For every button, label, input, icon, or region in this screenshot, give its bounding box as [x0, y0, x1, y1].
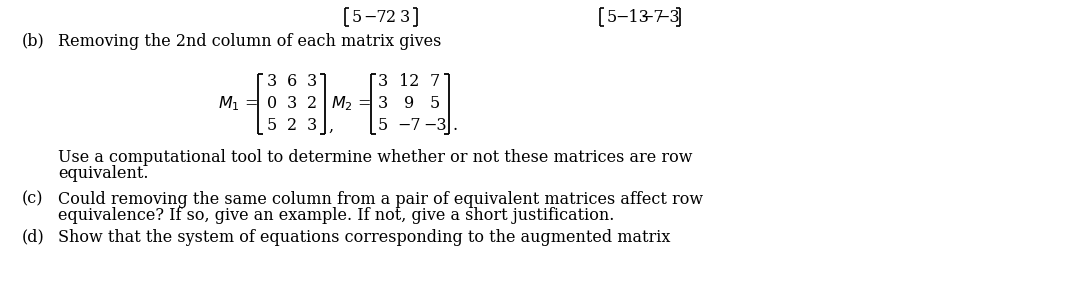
- Text: 3: 3: [400, 8, 410, 25]
- Text: 2: 2: [287, 118, 298, 135]
- Text: equivalence? If so, give an example. If not, give a short justification.: equivalence? If so, give an example. If …: [58, 208, 614, 225]
- Text: 7: 7: [430, 74, 440, 91]
- Text: equivalent.: equivalent.: [58, 164, 149, 181]
- Text: =: =: [244, 95, 258, 112]
- Text: 5: 5: [607, 8, 617, 25]
- Text: Could removing the same column from a pair of equivalent matrices affect row: Could removing the same column from a pa…: [58, 190, 703, 208]
- Text: −7: −7: [363, 8, 387, 25]
- Text: 3: 3: [307, 74, 317, 91]
- Text: 3: 3: [307, 118, 317, 135]
- Text: −7: −7: [397, 118, 420, 135]
- Text: 3: 3: [267, 74, 277, 91]
- Text: Removing the 2nd column of each matrix gives: Removing the 2nd column of each matrix g…: [58, 33, 441, 50]
- Text: 3: 3: [287, 95, 298, 112]
- Text: 5: 5: [267, 118, 277, 135]
- Text: .: .: [452, 118, 457, 135]
- Text: 5: 5: [378, 118, 388, 135]
- Text: (b): (b): [22, 33, 45, 50]
- Text: $M_1$: $M_1$: [218, 95, 240, 113]
- Text: Use a computational tool to determine whether or not these matrices are row: Use a computational tool to determine wh…: [58, 149, 692, 166]
- Text: Show that the system of equations corresponding to the augmented matrix: Show that the system of equations corres…: [58, 228, 671, 245]
- Text: ,: ,: [328, 118, 333, 135]
- Text: (d): (d): [22, 228, 45, 245]
- Text: $M_2$: $M_2$: [331, 95, 353, 113]
- Text: −3: −3: [424, 118, 446, 135]
- Text: 9: 9: [404, 95, 414, 112]
- Text: =: =: [357, 95, 371, 112]
- Text: 2: 2: [386, 8, 396, 25]
- Text: 0: 0: [267, 95, 277, 112]
- Text: −13: −13: [616, 8, 649, 25]
- Text: 12: 12: [399, 74, 419, 91]
- Text: 2: 2: [307, 95, 317, 112]
- Text: 3: 3: [378, 74, 388, 91]
- Text: 6: 6: [287, 74, 298, 91]
- Text: −7: −7: [640, 8, 664, 25]
- Text: 5: 5: [351, 8, 362, 25]
- Text: 3: 3: [378, 95, 388, 112]
- Text: (c): (c): [22, 190, 43, 208]
- Text: 5: 5: [430, 95, 440, 112]
- Text: −3: −3: [657, 8, 680, 25]
